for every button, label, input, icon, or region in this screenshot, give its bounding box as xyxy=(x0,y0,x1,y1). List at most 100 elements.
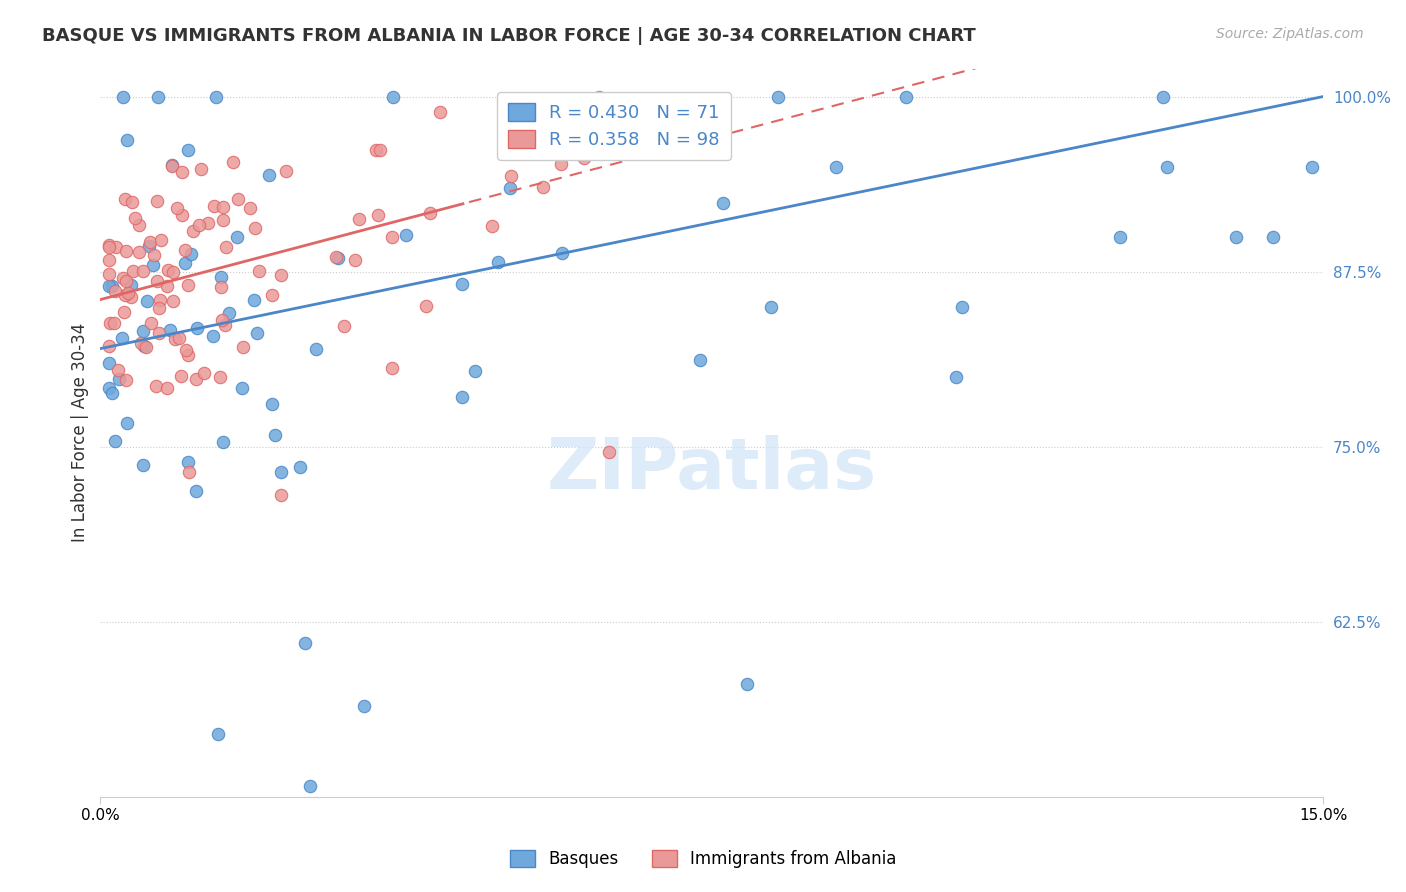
Point xyxy=(166,202,188,216)
Point xyxy=(97,279,120,293)
Point xyxy=(262,397,284,411)
Point xyxy=(186,321,208,335)
Point xyxy=(232,340,254,354)
Point xyxy=(105,240,128,254)
Point xyxy=(344,253,367,268)
Point xyxy=(150,233,173,247)
Point xyxy=(160,158,183,172)
Point xyxy=(104,284,127,298)
Point xyxy=(114,288,136,302)
Point xyxy=(132,458,155,472)
Point xyxy=(212,435,235,450)
Point xyxy=(156,381,179,395)
Point xyxy=(242,293,264,307)
Point xyxy=(190,162,212,177)
Point xyxy=(209,269,232,284)
Legend: R = 0.430   N = 71, R = 0.358   N = 98: R = 0.430 N = 71, R = 0.358 N = 98 xyxy=(498,92,731,160)
Point xyxy=(595,120,617,134)
Point xyxy=(395,228,418,243)
Point xyxy=(177,348,200,362)
Point xyxy=(170,208,193,222)
Point xyxy=(186,372,208,386)
Point xyxy=(486,254,509,268)
Point xyxy=(159,323,181,337)
Point xyxy=(149,293,172,307)
Point xyxy=(450,277,472,291)
Point xyxy=(945,369,967,384)
Point xyxy=(290,459,312,474)
Point xyxy=(205,89,228,103)
Point xyxy=(246,326,269,340)
Point xyxy=(641,138,664,153)
Point xyxy=(531,180,554,194)
Point xyxy=(325,250,347,264)
Point xyxy=(364,143,387,157)
Point xyxy=(129,336,152,351)
Point xyxy=(950,300,973,314)
Point xyxy=(160,159,183,173)
Point xyxy=(145,194,167,208)
Point xyxy=(245,220,267,235)
Point xyxy=(139,316,162,330)
Point xyxy=(247,264,270,278)
Point xyxy=(768,89,790,103)
Point xyxy=(145,379,167,393)
Point xyxy=(824,160,846,174)
Point xyxy=(419,206,441,220)
Point xyxy=(111,89,134,103)
Point xyxy=(429,105,451,120)
Point xyxy=(128,218,150,232)
Point xyxy=(177,455,200,469)
Point xyxy=(481,219,503,233)
Point xyxy=(270,268,292,283)
Point xyxy=(128,244,150,259)
Point xyxy=(735,677,758,691)
Point xyxy=(212,200,235,214)
Point xyxy=(163,332,186,346)
Point xyxy=(148,301,170,315)
Point xyxy=(174,243,197,257)
Point xyxy=(156,263,179,277)
Point xyxy=(598,445,620,459)
Legend: Basques, Immigrants from Albania: Basques, Immigrants from Albania xyxy=(503,843,903,875)
Point xyxy=(499,169,522,183)
Point xyxy=(353,698,375,713)
Point xyxy=(115,373,138,387)
Point xyxy=(270,488,292,502)
Point xyxy=(188,218,211,232)
Point xyxy=(305,342,328,356)
Point xyxy=(177,144,200,158)
Point xyxy=(551,245,574,260)
Point xyxy=(347,212,370,227)
Point xyxy=(121,194,143,209)
Y-axis label: In Labor Force | Age 30-34: In Labor Force | Age 30-34 xyxy=(72,323,89,542)
Point xyxy=(97,252,120,267)
Point xyxy=(181,224,204,238)
Text: BASQUE VS IMMIGRANTS FROM ALBANIA IN LABOR FORCE | AGE 30-34 CORRELATION CHART: BASQUE VS IMMIGRANTS FROM ALBANIA IN LAB… xyxy=(42,27,976,45)
Point xyxy=(173,256,195,270)
Point xyxy=(100,279,122,293)
Point xyxy=(415,299,437,313)
Point xyxy=(162,265,184,279)
Point xyxy=(238,201,260,215)
Point xyxy=(114,274,136,288)
Point xyxy=(124,211,146,225)
Point xyxy=(108,371,131,385)
Point xyxy=(259,168,281,182)
Point xyxy=(112,304,135,318)
Point xyxy=(464,364,486,378)
Point xyxy=(97,238,120,252)
Point xyxy=(97,339,120,353)
Point xyxy=(333,319,356,334)
Point xyxy=(132,264,155,278)
Point xyxy=(100,316,122,330)
Point xyxy=(326,251,349,265)
Point xyxy=(146,274,169,288)
Point xyxy=(222,155,245,169)
Point xyxy=(381,229,404,244)
Point xyxy=(381,360,404,375)
Point xyxy=(138,239,160,253)
Point xyxy=(170,165,193,179)
Point xyxy=(169,330,191,344)
Point xyxy=(146,89,169,103)
